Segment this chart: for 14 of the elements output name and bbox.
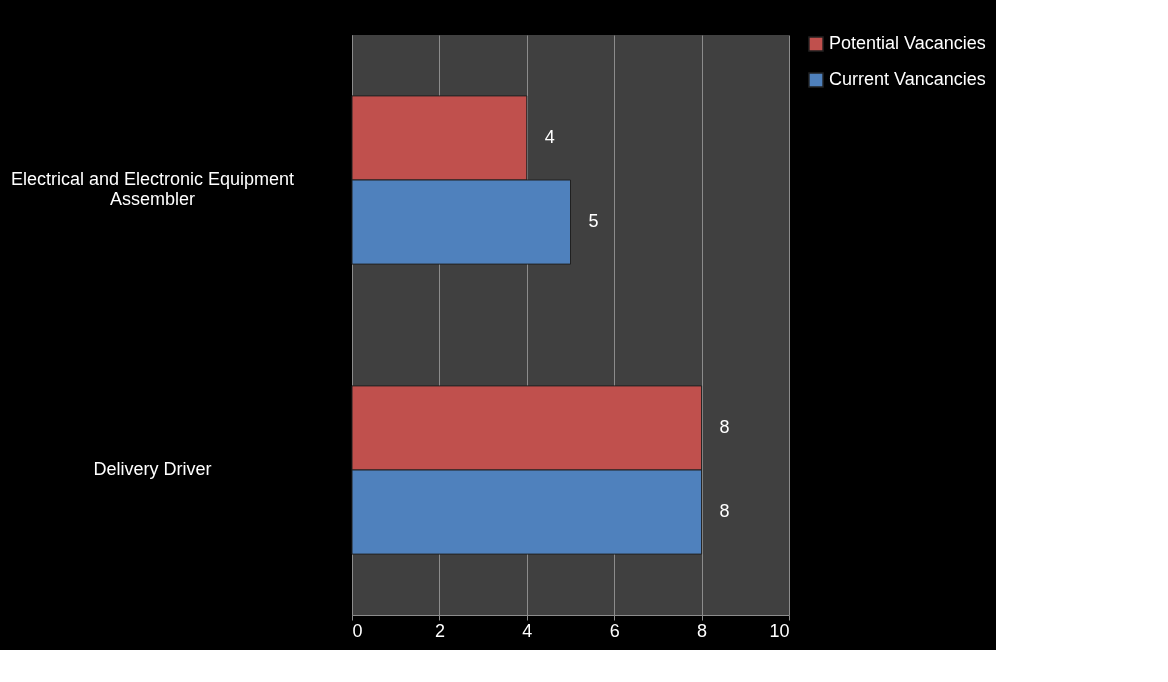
x-tick-label: 4	[522, 620, 533, 641]
x-tick-label: 2	[434, 620, 445, 641]
data-label: 8	[719, 501, 730, 522]
legend-label: Potential Vacancies	[829, 33, 986, 53]
x-tick-label: 0	[352, 620, 363, 641]
data-label: 5	[588, 211, 599, 232]
data-label: 8	[719, 416, 730, 437]
data-label: 4	[544, 126, 555, 147]
x-tick-label: 8	[697, 620, 708, 641]
x-tick-label: 6	[609, 620, 620, 641]
y-tick-label: Electrical and Electronic Equipment Assembler	[10, 169, 295, 209]
x-tick-label: 10	[769, 620, 790, 641]
legend-label: Current Vancancies	[829, 69, 986, 89]
y-tick-label: Delivery Driver	[93, 459, 212, 479]
